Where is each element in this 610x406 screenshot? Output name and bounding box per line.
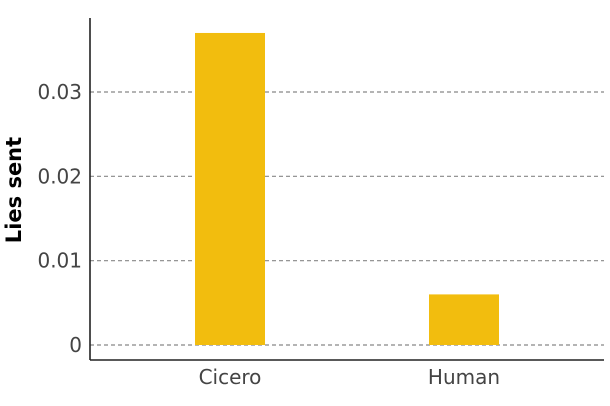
- x-tick-label: Cicero: [199, 365, 262, 389]
- y-axis-title: Lies sent: [2, 137, 26, 243]
- grid-lines: [90, 91, 604, 346]
- y-tick-label: 0.02: [37, 164, 82, 188]
- y-tick-label: 0.01: [37, 249, 82, 273]
- y-tick-label: 0.03: [37, 80, 82, 104]
- x-tick-labels: Cicero Human: [199, 365, 500, 389]
- x-tick-label: Human: [428, 365, 500, 389]
- bars: [195, 32, 499, 345]
- bar-human: [429, 294, 499, 345]
- y-tick-labels: 0 0.01 0.02 0.03: [37, 80, 82, 357]
- bar-cicero: [195, 32, 265, 345]
- axes: [89, 18, 604, 361]
- y-tick-label: 0: [69, 333, 82, 357]
